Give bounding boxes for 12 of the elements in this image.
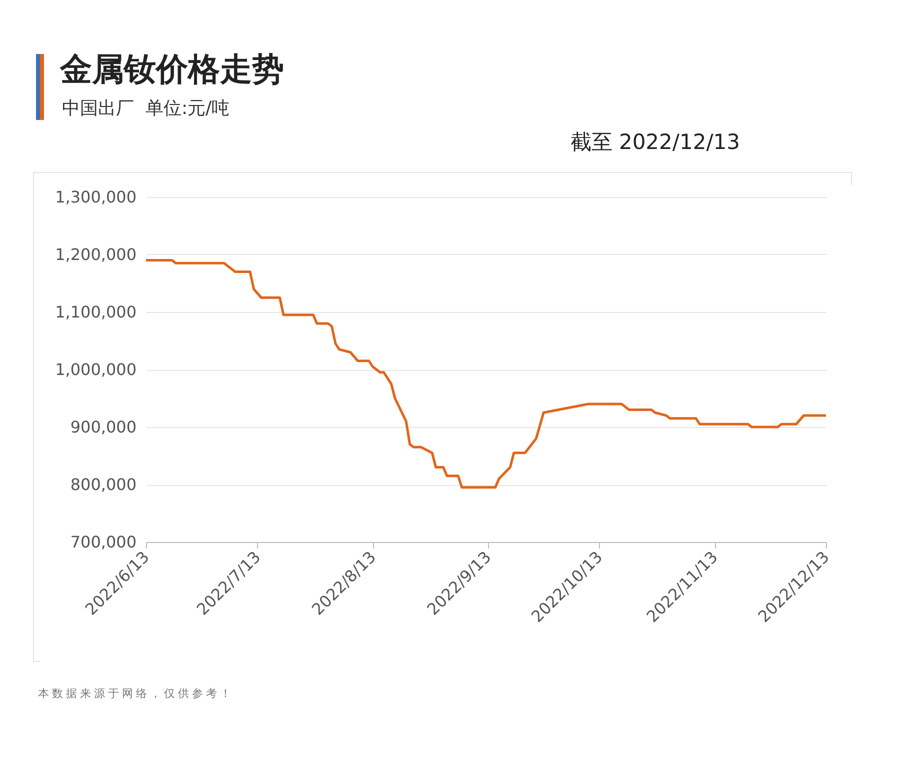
text: 本数据来源于网络，仅供参考！: [38, 686, 234, 701]
chart-subtitle: 中国出厂 单位:元/吨: [62, 97, 230, 120]
y-tick-label: 1,000,000: [55, 360, 136, 379]
chart-title: 金属钕价格走势: [60, 49, 284, 90]
y-tick-label: 800,000: [70, 475, 136, 494]
line-series: [144, 259, 828, 489]
text: 截至 2022/12/13: [570, 129, 740, 156]
y-tick-label: 900,000: [70, 418, 136, 436]
y-tick-label: 1,300,000: [55, 188, 136, 206]
y-tick-label: 1,200,000: [55, 245, 136, 264]
y-tick-label: 1,100,000: [55, 302, 136, 322]
y-tick-label: 700,000: [70, 532, 136, 552]
